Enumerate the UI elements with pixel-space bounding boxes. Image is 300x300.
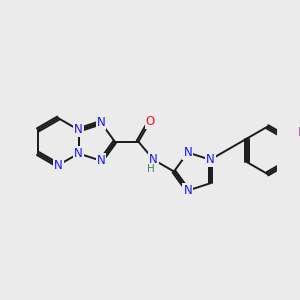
Text: N: N	[74, 147, 83, 160]
Text: N: N	[183, 184, 192, 197]
Text: N: N	[74, 123, 83, 136]
Text: F: F	[298, 127, 300, 140]
Text: N: N	[97, 154, 105, 167]
Text: N: N	[206, 153, 214, 166]
Text: N: N	[149, 153, 158, 166]
Text: O: O	[146, 115, 155, 128]
Text: N: N	[97, 116, 105, 129]
Text: N: N	[183, 146, 192, 159]
Text: H: H	[147, 164, 155, 174]
Text: N: N	[54, 159, 63, 172]
